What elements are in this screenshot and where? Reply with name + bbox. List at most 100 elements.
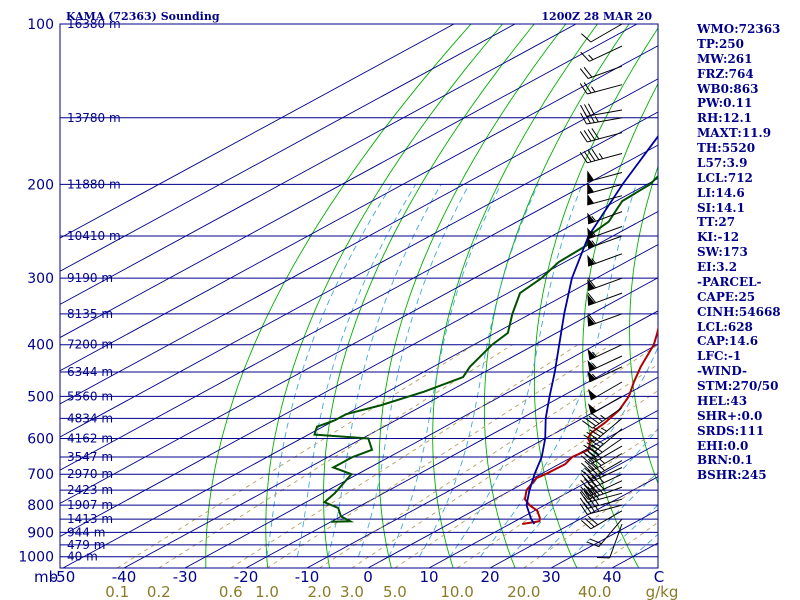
temperature-tick-label: -10 <box>295 568 320 586</box>
wind-barb-flag <box>583 444 595 453</box>
wind-barb-half <box>594 116 599 123</box>
index-line: WB0:863 <box>697 81 759 96</box>
height-label: 3547 m <box>67 450 113 464</box>
isotherm-line <box>306 376 658 568</box>
index-line: FRZ:764 <box>697 66 754 81</box>
wind-barb-flag <box>583 150 592 163</box>
wind-barb-pennant <box>587 279 595 291</box>
wind-barb-flag <box>581 33 592 43</box>
dry-adiabat-line <box>265 24 503 568</box>
isotherm-line <box>123 277 658 568</box>
wind-barb-shaft <box>590 23 623 43</box>
dry-adiabat-line <box>582 82 658 568</box>
wind-barb-shaft <box>589 366 623 383</box>
wind-barb-half <box>591 351 597 357</box>
wind-barb <box>587 355 623 372</box>
wind-barb-flag <box>584 518 595 528</box>
height-label: 479 m <box>67 538 105 552</box>
wind-barb-flag <box>580 112 587 125</box>
wind-barb-flag <box>581 520 592 530</box>
wind-barb-shaft <box>586 109 623 117</box>
dry-adiabat-line <box>432 24 598 568</box>
wind-barb-flag <box>582 420 593 429</box>
wind-barb <box>579 148 623 164</box>
wind-barb-half <box>591 86 596 93</box>
wind-barb-pennant <box>587 170 594 182</box>
isotherm-line <box>428 443 658 568</box>
pressure-tick-label: 100 <box>27 17 54 33</box>
wind-barb-flag <box>583 130 592 142</box>
wind-barb-shaft <box>594 418 623 442</box>
wind-barb-flag <box>584 460 595 470</box>
temperature-tick-label: -50 <box>51 568 76 586</box>
mixing-ratio-tick-label: 3.0 <box>340 583 364 600</box>
wind-barb-shaft <box>589 480 623 497</box>
index-line: STM:270/50 <box>697 379 779 393</box>
temperature-tick-label: -40 <box>112 568 137 586</box>
wind-barb-flag <box>591 128 600 140</box>
wind-barb-flag <box>580 486 590 497</box>
moist-adiabat-line <box>510 346 658 558</box>
wind-barb-pennant <box>587 348 596 360</box>
wind-barb-flag <box>583 487 593 499</box>
wind-barb-half <box>599 466 606 471</box>
mixing-ratio-line <box>319 344 658 568</box>
index-line: WMO:72363 <box>697 22 781 36</box>
index-line: CAP:14.6 <box>697 334 759 349</box>
wind-barb-flag <box>591 444 603 453</box>
wind-barb-flag <box>597 556 610 559</box>
pressure-tick-label: 500 <box>27 389 54 405</box>
wind-barb-shaft <box>587 132 623 143</box>
wind-barb <box>581 510 623 530</box>
wind-barb-flag <box>584 104 591 116</box>
height-label: 8135 m <box>67 307 113 321</box>
background-grid <box>60 24 658 568</box>
moist-adiabat-line <box>266 184 393 557</box>
wind-barb <box>587 344 623 361</box>
index-line: BRN:0.1 <box>697 453 753 468</box>
wind-barb <box>580 45 623 62</box>
isotherm-line <box>60 111 658 438</box>
wind-barb-pennant <box>587 294 595 306</box>
index-line: HEL:43 <box>697 393 748 408</box>
isotherm-line <box>60 177 658 504</box>
moist-adiabat-line <box>296 184 416 557</box>
index-line: L57:3.9 <box>697 155 748 170</box>
isotherm-line <box>60 45 658 372</box>
isotherm-line <box>60 144 658 471</box>
wind-barb-flag <box>580 104 587 117</box>
wind-barb <box>587 292 623 306</box>
wind-barb-shaft <box>589 45 623 62</box>
wind-barb-shaft <box>587 153 623 164</box>
pressure-tick-label: 700 <box>27 467 54 483</box>
wind-barb-flag <box>579 489 589 500</box>
temperature-tick-label: -20 <box>234 568 259 586</box>
mixing-ratio-line <box>266 344 612 568</box>
index-line: LI:14.6 <box>697 185 745 200</box>
pressure-tick-label: 1000 <box>18 550 54 566</box>
wind-barb-flag <box>587 516 599 526</box>
wind-barb-shaft <box>590 460 623 480</box>
pressure-tick-label: 200 <box>27 177 54 193</box>
mixing-ratio-line <box>230 344 579 568</box>
height-label: 13780 m <box>67 111 121 125</box>
wind-barb-flag <box>587 313 597 324</box>
wind-barb-shaft <box>586 117 623 125</box>
wind-barb-flag <box>583 434 595 442</box>
index-line: MAXT:11.9 <box>697 126 772 141</box>
wind-barb-flag <box>579 151 588 164</box>
index-line: LCL:712 <box>697 170 753 185</box>
wind-barb-flag <box>579 491 588 503</box>
isobars <box>59 23 659 569</box>
index-line: -PARCEL- <box>697 274 762 289</box>
wind-barb-half <box>591 362 597 369</box>
wind-barb-flag <box>592 437 604 445</box>
wind-barb <box>587 395 623 415</box>
wind-barb <box>587 277 623 291</box>
mixing-ratio-tick-label: 40.0 <box>578 583 611 600</box>
index-line: SRDS:111 <box>697 423 765 438</box>
pressure-tick-label: 800 <box>27 498 54 514</box>
height-label: 9190 m <box>67 271 113 285</box>
